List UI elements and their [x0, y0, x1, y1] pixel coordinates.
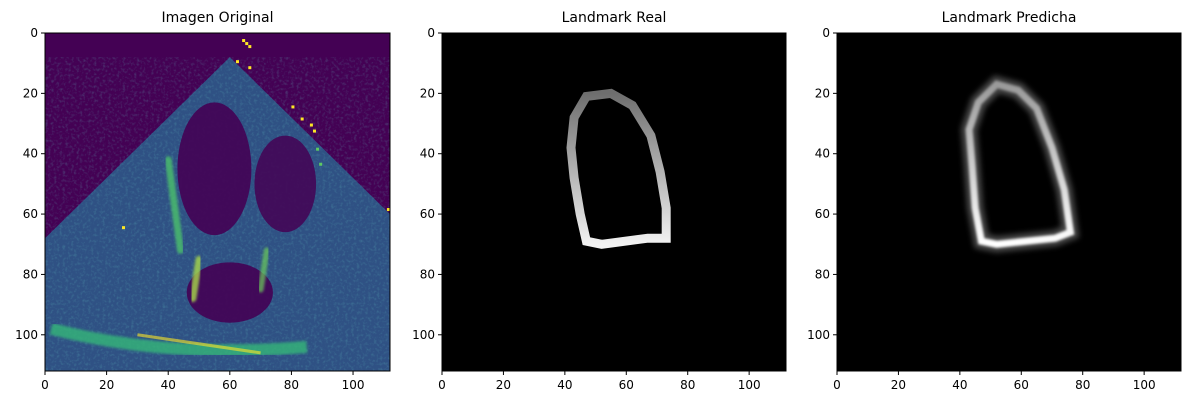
- panel-3: Landmark Predicha 0 20 40 60 80 100 0 20 40 60 80 10…: [807, 10, 1182, 392]
- y-tick-label: 100: [15, 328, 38, 342]
- y-tick-label: 0: [30, 26, 38, 40]
- x-tick-label: 100: [738, 378, 761, 392]
- x-tick-label: 60: [222, 378, 237, 392]
- speckle: [242, 39, 246, 43]
- y-tick-label: 60: [23, 207, 38, 221]
- x-tick-label: 0: [438, 378, 446, 392]
- y-tick-label: 100: [412, 328, 435, 342]
- speckle: [309, 123, 313, 127]
- y-tick-label: 20: [815, 86, 830, 100]
- x-tick-label: 100: [342, 378, 365, 392]
- valve-right: [257, 247, 270, 293]
- speckle: [312, 129, 316, 133]
- y-tick-label: 40: [815, 147, 830, 161]
- axes-frame: [836, 32, 1182, 372]
- septum: [164, 156, 185, 254]
- landmark-contour: [566, 88, 671, 249]
- x-tick-label: 20: [891, 378, 906, 392]
- axes-frame: [441, 32, 787, 372]
- x-tick-label: 20: [99, 378, 114, 392]
- speckle: [122, 226, 126, 230]
- chamber-lower: [186, 262, 273, 323]
- panel-title-2: Landmark Real: [562, 10, 667, 26]
- y-tick-label: 100: [807, 328, 830, 342]
- panel-2: Landmark Real 0 20 40 60 80 100 0 20 40 60 80 100: [412, 10, 787, 392]
- speckle: [386, 208, 390, 212]
- speckle: [235, 60, 239, 64]
- speckle: [248, 45, 252, 49]
- bright-band: [137, 333, 261, 355]
- panel-title-3: Landmark Predicha: [942, 10, 1077, 26]
- y-tick-label: 80: [815, 267, 830, 281]
- x-tick-label: 80: [680, 378, 695, 392]
- x-tick-label: 80: [1075, 378, 1090, 392]
- valve-left: [189, 255, 203, 303]
- y-tick-label: 80: [23, 267, 38, 281]
- x-tick-label: 20: [496, 378, 511, 392]
- y-tick-label: 80: [420, 267, 435, 281]
- x-tick-label: 40: [952, 378, 967, 392]
- image-1: [45, 33, 390, 371]
- x-tick-label: 0: [41, 378, 49, 392]
- image-3: [837, 33, 1181, 371]
- y-tick-label: 0: [427, 26, 435, 40]
- y-tick-label: 40: [23, 147, 38, 161]
- y-tick-label: 60: [420, 207, 435, 221]
- y-tick-label: 40: [420, 147, 435, 161]
- x-tick-label: 80: [284, 378, 299, 392]
- pericardium: [49, 322, 308, 357]
- speckle: [245, 42, 249, 46]
- landmark-contour: [965, 80, 1075, 248]
- speckle: [248, 66, 252, 70]
- speckle: [319, 162, 323, 166]
- x-tick-label: 60: [619, 378, 634, 392]
- x-tick-label: 40: [557, 378, 572, 392]
- y-tick-label: 20: [23, 86, 38, 100]
- chamber-right: [254, 135, 317, 233]
- axes-frame: [44, 32, 391, 372]
- x-tick-label: 60: [1014, 378, 1029, 392]
- y-tick-label: 20: [420, 86, 435, 100]
- x-tick-label: 0: [833, 378, 841, 392]
- speckle: [316, 147, 320, 151]
- image-background: [442, 33, 786, 371]
- y-tick-label: 0: [822, 26, 830, 40]
- chamber-left: [177, 102, 252, 236]
- panel-title-1: Imagen Original: [162, 10, 274, 26]
- image-2: [442, 33, 786, 371]
- speckle: [291, 105, 295, 109]
- x-tick-label: 100: [1133, 378, 1156, 392]
- x-tick-label: 40: [161, 378, 176, 392]
- y-tick-label: 60: [815, 207, 830, 221]
- panel-1: Imagen Original 0 20 40 60 80 100 0 20 40 60 80 100: [15, 10, 391, 392]
- speckle: [300, 117, 304, 121]
